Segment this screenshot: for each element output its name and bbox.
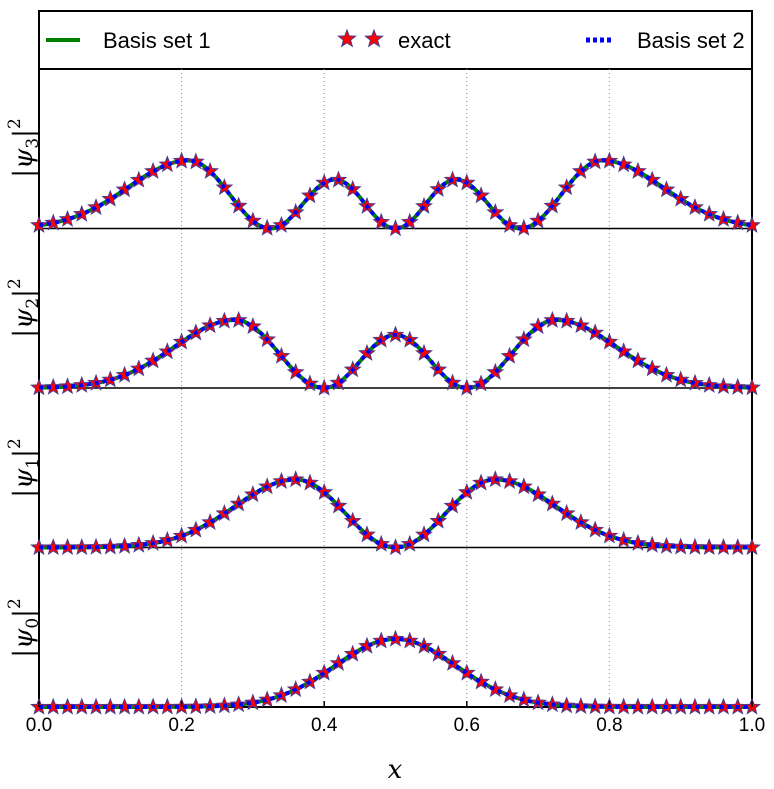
exact-marker xyxy=(643,535,662,553)
legend-frame xyxy=(38,10,753,70)
exact-marker xyxy=(115,365,134,383)
exact-marker xyxy=(201,512,220,531)
exact-marker xyxy=(500,686,519,704)
legend-basis2-label: Basis set 2 xyxy=(637,28,745,53)
legend-exact-swatch xyxy=(337,28,384,48)
exact-marker xyxy=(671,370,690,388)
exact-marker xyxy=(201,161,220,179)
series-exact-panel-3 xyxy=(30,629,761,715)
exact-marker xyxy=(486,680,505,698)
exact-marker xyxy=(343,644,362,662)
exact-marker xyxy=(557,311,576,329)
exact-marker xyxy=(101,537,120,555)
exact-marker xyxy=(229,695,248,713)
exact-marker xyxy=(628,161,647,179)
series-basis2-panel-1 xyxy=(38,317,753,391)
x-tick-label-4: 0.8 xyxy=(596,715,622,736)
exact-marker xyxy=(543,310,562,328)
exact-marker xyxy=(372,212,391,230)
exact-marker xyxy=(186,520,205,538)
series-basis2-panel-3 xyxy=(39,636,752,709)
exact-marker xyxy=(44,538,63,556)
exact-marker xyxy=(500,346,519,364)
exact-marker xyxy=(272,215,291,233)
exact-marker xyxy=(600,151,619,169)
exact-marker xyxy=(186,152,205,170)
exact-marker xyxy=(457,378,476,396)
series-basis2-panel-2 xyxy=(39,477,752,550)
exact-marker xyxy=(243,693,262,711)
x-tick-label-2: 0.4 xyxy=(311,715,338,736)
panels xyxy=(30,69,761,715)
x-tick-label-0: 0.0 xyxy=(26,715,52,736)
exact-marker xyxy=(358,525,376,543)
x-tick-label-3: 0.6 xyxy=(454,715,480,736)
exact-marker xyxy=(186,697,205,715)
exact-marker xyxy=(358,636,376,654)
exact-marker xyxy=(557,696,576,714)
exact-marker xyxy=(44,377,63,395)
exact-marker xyxy=(58,377,77,395)
exact-marker xyxy=(514,218,533,236)
exact-marker xyxy=(286,362,305,380)
exact-marker xyxy=(372,534,391,552)
exact-marker xyxy=(472,672,491,690)
exact-marker xyxy=(158,155,177,173)
exact-marker xyxy=(58,538,77,556)
exact-marker xyxy=(101,697,120,715)
series-basis1-panel-0 xyxy=(38,158,753,231)
legend: Basis set 1 exact Basis set 2 xyxy=(38,10,753,70)
y-label-psi3: |ψ3|2 xyxy=(5,118,43,178)
x-axis-label: x xyxy=(388,755,403,785)
exact-marker xyxy=(614,342,633,360)
exact-marker xyxy=(44,213,63,231)
exact-marker xyxy=(686,373,704,391)
y-label-psi2: |ψ2|2 xyxy=(5,278,43,338)
exact-marker xyxy=(472,186,491,204)
exact-marker xyxy=(443,496,462,514)
exact-marker xyxy=(614,155,633,173)
exact-marker xyxy=(728,377,747,395)
exact-marker xyxy=(229,310,248,328)
exact-marker xyxy=(129,170,148,188)
exact-marker xyxy=(743,215,761,233)
exact-marker xyxy=(115,536,134,554)
exact-marker xyxy=(529,317,548,335)
exact-marker xyxy=(386,629,405,647)
exact-marker xyxy=(514,477,533,495)
legend-exact-label: exact xyxy=(398,28,451,53)
exact-marker xyxy=(172,151,191,169)
exact-marker xyxy=(144,351,163,369)
exact-marker xyxy=(400,212,419,230)
exact-marker xyxy=(272,346,291,364)
series-exact-panel-2 xyxy=(30,470,761,556)
x-tick-labels: 0.0 0.2 0.4 0.6 0.8 1.0 xyxy=(26,715,765,736)
y-label-psi0: |ψ0|2 xyxy=(5,598,43,658)
series-exact-panel-0 xyxy=(30,151,761,237)
x-tick-label-5: 1.0 xyxy=(739,715,765,736)
series-basis2-panel-0 xyxy=(38,158,753,231)
legend-star-1 xyxy=(364,28,384,48)
legend-basis1-label: Basis set 1 xyxy=(103,28,211,53)
x-tick-label-1: 0.2 xyxy=(168,715,194,736)
series-basis1-panel-3 xyxy=(39,636,752,709)
y-labels: |ψ3|2 |ψ2|2 |ψ1|2 |ψ0|2 xyxy=(5,118,43,658)
exact-marker xyxy=(743,378,761,396)
y-label-psi1: |ψ1|2 xyxy=(5,438,43,498)
exact-marker xyxy=(329,373,348,391)
series-exact-panel-1 xyxy=(30,310,761,396)
legend-star-0 xyxy=(337,28,357,48)
exact-marker xyxy=(415,196,433,214)
exact-marker xyxy=(129,359,148,377)
exact-marker xyxy=(415,343,433,361)
series-basis1-panel-2 xyxy=(39,477,752,550)
